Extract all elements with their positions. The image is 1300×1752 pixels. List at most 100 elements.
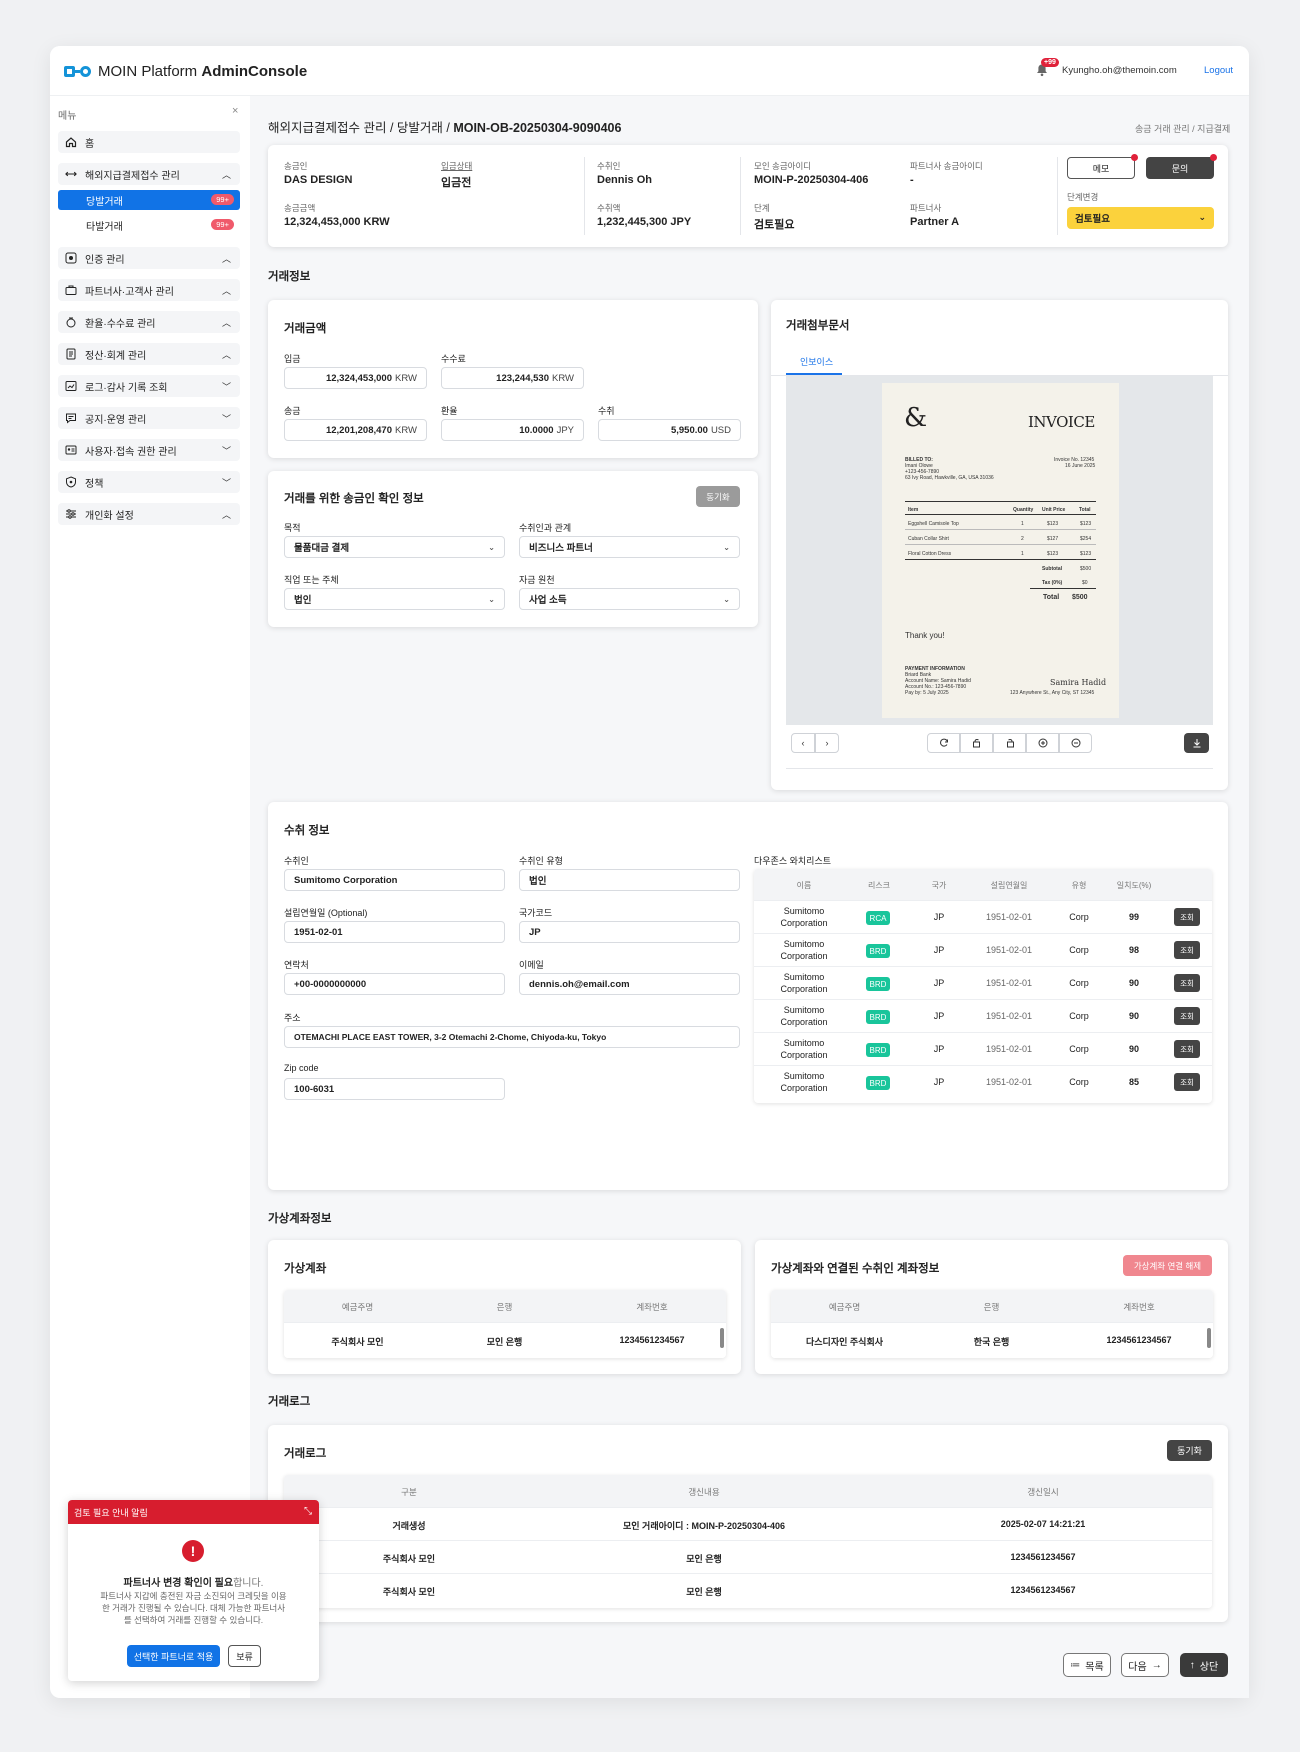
col-header: 리스크 [867,881,891,890]
tab-invoice[interactable]: 인보이스 [800,357,834,367]
table-header: 예금주명 은행 계좌번호 [284,1290,726,1322]
table-row[interactable]: 다스디자인 주식회사 한국 은행 1234561234567 [771,1322,1213,1358]
recipient-name-field[interactable]: Sumitomo Corporation [284,869,505,891]
exchange-rate-field[interactable]: 10.0000 JPY [441,419,584,441]
refresh-icon[interactable] [927,733,960,753]
app-logo[interactable]: MOIN Platform AdminConsole [64,63,307,80]
sidebar-item-home[interactable]: 홈 [58,131,240,153]
sidebar-item-logs[interactable]: 로그·감사 기록 조회 ﹀ [58,375,240,397]
unlink-vaccount-button[interactable]: 가상계좌 연결 해제 [1123,1255,1212,1276]
sidebar-subitem-inbound[interactable]: 타발거래 99+ [58,215,240,235]
lookup-button[interactable]: 조회 [1174,941,1200,959]
invoice-total-label: Total [1043,594,1060,601]
invoice-billed-line: 63 Ivy Road, Hawkville, GA, USA 31036 [905,475,994,481]
table-row[interactable]: 주식회사 모인 모인 은행 1234561234567 [284,1322,726,1358]
country-field[interactable]: JP [519,921,740,943]
close-icon[interactable]: × [232,105,239,117]
address-field[interactable]: OTEMACHI PLACE EAST TOWER, 3-2 Otemachi … [284,1026,740,1048]
invoice-payment-line: Account Name: Samira Hadid [905,678,971,684]
invoice-cell: 1 [1021,551,1024,557]
send-amount-field[interactable]: 12,201,208,470 KRW [284,419,427,441]
sidebar-subitem-outbound[interactable]: 당발거래 99+ [58,190,240,210]
sidebar-item-users[interactable]: 사용자·접속 권한 관리 ﹀ [58,439,240,461]
fee-amount-field[interactable]: 123,244,530 KRW [441,367,584,389]
watchlist-row: Sumitomo Corporation BRD JP 1951-02-01 Corp 98… [754,933,1212,966]
document-icon [65,348,77,360]
invoice-total: $500 [1072,594,1088,601]
phone-field[interactable]: +00-0000000000 [284,973,505,995]
hold-button[interactable]: 보류 [228,1645,261,1667]
next-page-button[interactable]: › [815,733,839,753]
vaccount-card: 가상계좌 예금주명 은행 계좌번호 주식회사 모인 모인 은행 12345612… [268,1240,741,1374]
recipient-type-field[interactable]: 법인 [519,869,740,891]
apply-partner-button[interactable]: 선택한 파트너로 적용 [127,1645,220,1667]
review-alert-toast: 검토 필요 안내 알림 ⤡ ! 파트너사 변경 확인이 필요합니다. 파트너사 … [68,1500,319,1681]
purpose-select[interactable]: 물품대금 결제 ⌄ [284,536,505,558]
inquiry-button[interactable]: 문의 [1146,157,1214,179]
table-row[interactable]: 주식회사 모인 모인 은행 1234561234567 [284,1573,1212,1608]
chevron-up-icon: ︿ [221,350,231,360]
table-row[interactable]: 주식회사 모인 모인 은행 1234561234567 [284,1540,1212,1573]
table-row[interactable]: 거래생성 모인 거래아이디 : MOIN-P-20250304-406 2025… [284,1507,1212,1540]
deposit-amount-field[interactable]: 12,324,453,000 KRW [284,367,427,389]
funds-select[interactable]: 사업 소득 ⌄ [519,588,740,610]
sidebar-item-fx-fees[interactable]: 환율·수수료 관리 ︿ [58,311,240,333]
relation-label: 수취인과 관계 [519,523,572,533]
relation-select[interactable]: 비즈니스 파트너 ⌄ [519,536,740,558]
sidebar-item-auth[interactable]: 인증 관리 ︿ [58,247,240,269]
lookup-button[interactable]: 조회 [1174,908,1200,926]
collapse-icon[interactable]: ⤡ [304,1506,312,1517]
sidebar-item-partners[interactable]: 파트너사·고객사 관리 ︿ [58,279,240,301]
lookup-button[interactable]: 조회 [1174,1073,1200,1091]
scroll-top-button[interactable]: ↑ 상단 [1180,1653,1228,1677]
sidebar-item-settlement[interactable]: 정산·회계 관리 ︿ [58,343,240,365]
invoice-rule [1030,588,1096,589]
founded-field[interactable]: 1951-02-01 [284,921,505,943]
invoice-heading: INVOICE [1028,413,1095,431]
watchlist-match: 99 [1128,912,1139,922]
confirm-card-title: 거래를 위한 송금인 확인 정보 [284,493,424,505]
amount-card-title: 거래금액 [284,323,327,335]
recipient-type-label: 수취인 유형 [519,856,563,866]
arrow-up-icon: ↑ [1189,1659,1195,1671]
logout-link[interactable]: Logout [1204,65,1234,76]
lookup-button[interactable]: 조회 [1174,974,1200,992]
risk-badge: BRD [866,1010,890,1024]
shield-icon [65,476,77,488]
stage-change-select[interactable]: 검토필요 ⌄ [1067,207,1214,229]
zoom-out-icon[interactable] [1059,733,1092,753]
sidebar-item-policy[interactable]: 정책 ﹀ [58,471,240,493]
table-cell: 1234561234567 [1010,1585,1076,1595]
lookup-button[interactable]: 조회 [1174,1007,1200,1025]
col-header: 은행 [983,1302,1000,1312]
next-button[interactable]: 다음 → [1121,1653,1169,1677]
sidebar-item-overseas-payment[interactable]: 해외지급결제접수 관리 ︿ [58,163,240,185]
zoom-in-icon[interactable] [1026,733,1059,753]
moin-id-value: MOIN-P-20250304-406 [754,174,869,186]
download-icon[interactable] [1184,733,1209,753]
rotate-right-icon[interactable] [993,733,1026,753]
sidebar-item-personalization[interactable]: 개인화 설정 ︿ [58,503,240,525]
watchlist-name: Sumitomo Corporation [780,972,828,994]
prev-page-button[interactable]: ‹ [791,733,815,753]
invoice-number: Invoice No. 12345 [1054,457,1095,463]
rotate-left-icon[interactable] [960,733,993,753]
lookup-button[interactable]: 조회 [1174,1040,1200,1058]
sidebar-item-notices[interactable]: 공지·운영 관리 ﹀ [58,407,240,429]
scrollbar[interactable] [1207,1328,1211,1348]
memo-button[interactable]: 메모 [1067,157,1135,179]
scrollbar[interactable] [720,1328,724,1348]
document-viewer[interactable]: & INVOICE BILLED TO: Imani Olowe +123-45… [786,376,1213,725]
chevron-up-icon: ︿ [221,510,231,520]
watchlist-table: 이름 리스크 국가 설립연월일 유형 일치도(%) Sumitomo Corpor… [754,869,1212,1103]
log-sync-button[interactable]: 동기화 [1167,1440,1212,1461]
toast-heading: 파트너사 변경 확인이 필요합니다. [123,1578,264,1589]
list-button[interactable]: ≔ 목록 [1063,1653,1111,1677]
sync-button[interactable]: 동기화 [696,486,740,507]
job-select[interactable]: 법인 ⌄ [284,588,505,610]
email-field[interactable]: dennis.oh@email.com [519,973,740,995]
zip-field[interactable]: 100-6031 [284,1078,505,1100]
table-cell: 거래생성 [392,1521,426,1531]
recv-label: 수취 [598,406,615,416]
recv-amount-field[interactable]: 5,950.00 USD [598,419,741,441]
